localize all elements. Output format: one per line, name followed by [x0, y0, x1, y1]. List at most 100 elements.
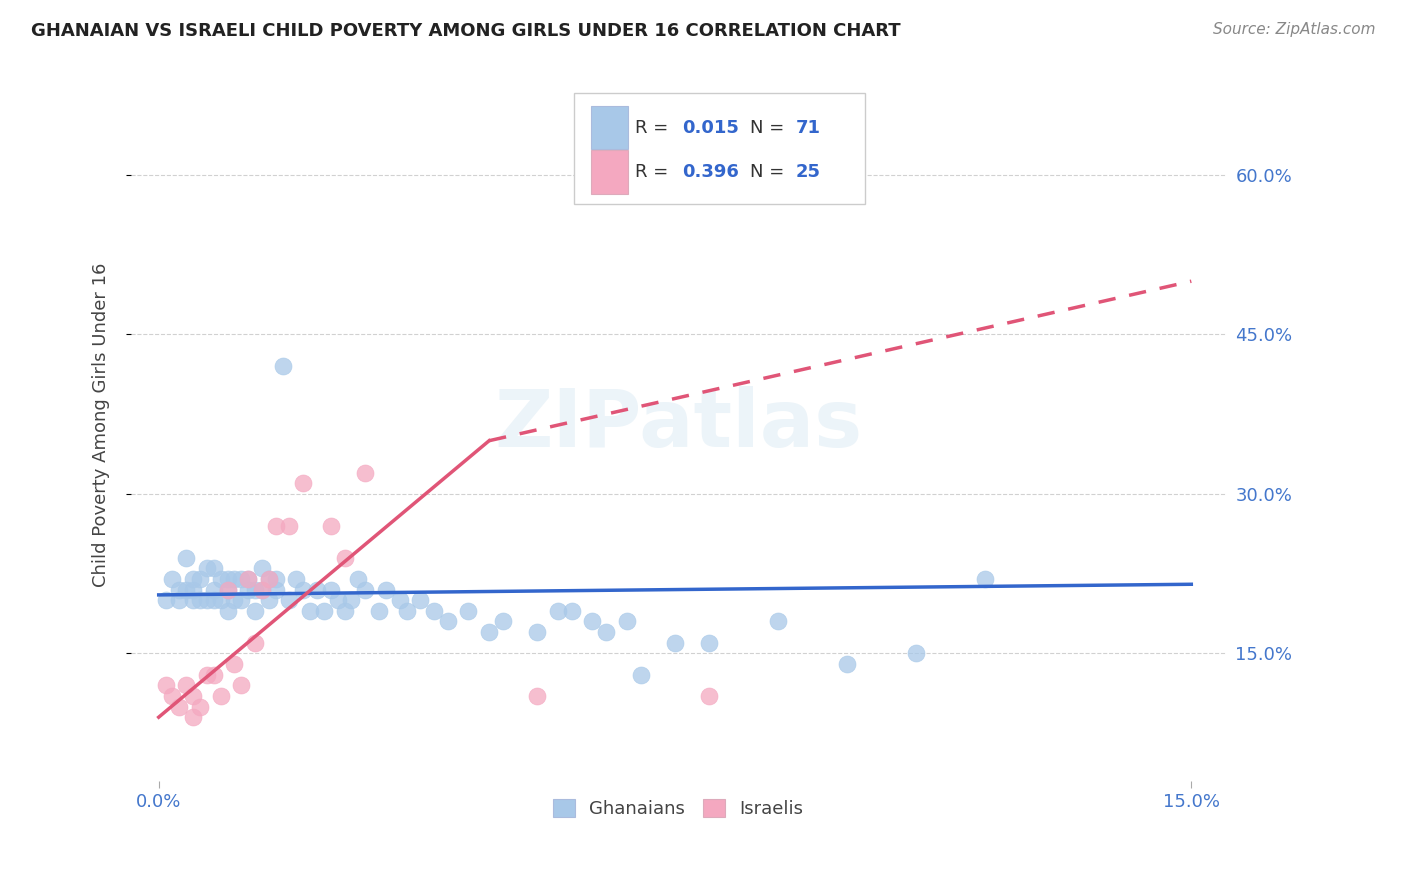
Point	[231, 572, 253, 586]
Point	[162, 689, 184, 703]
Point	[243, 582, 266, 597]
Point	[209, 593, 232, 607]
Point	[257, 572, 280, 586]
Point	[169, 582, 191, 597]
FancyBboxPatch shape	[591, 150, 628, 194]
Legend: Ghanaians, Israelis: Ghanaians, Israelis	[546, 791, 811, 825]
Point	[169, 593, 191, 607]
Point	[292, 476, 315, 491]
Point	[278, 518, 301, 533]
Point	[973, 572, 995, 586]
Point	[312, 604, 335, 618]
Point	[333, 550, 356, 565]
Text: 71: 71	[796, 119, 821, 136]
Point	[526, 689, 548, 703]
Point	[547, 604, 569, 618]
Point	[250, 582, 273, 597]
Point	[181, 593, 204, 607]
Point	[581, 615, 603, 629]
Point	[478, 625, 501, 640]
Point	[250, 582, 273, 597]
Point	[257, 572, 280, 586]
Point	[224, 572, 246, 586]
Point	[526, 625, 548, 640]
Point	[457, 604, 479, 618]
Point	[162, 572, 184, 586]
Point	[217, 604, 239, 618]
Point	[437, 615, 460, 629]
Point	[264, 518, 287, 533]
Point	[202, 593, 225, 607]
Point	[768, 615, 790, 629]
Point	[264, 572, 287, 586]
Point	[202, 582, 225, 597]
Point	[181, 689, 204, 703]
Point	[238, 582, 260, 597]
Point	[243, 636, 266, 650]
Text: R =: R =	[634, 163, 673, 181]
Text: 25: 25	[796, 163, 821, 181]
Point	[231, 593, 253, 607]
Y-axis label: Child Poverty Among Girls Under 16: Child Poverty Among Girls Under 16	[93, 262, 110, 587]
Point	[374, 582, 396, 597]
Text: GHANAIAN VS ISRAELI CHILD POVERTY AMONG GIRLS UNDER 16 CORRELATION CHART: GHANAIAN VS ISRAELI CHILD POVERTY AMONG …	[31, 22, 901, 40]
Point	[354, 582, 377, 597]
Point	[278, 593, 301, 607]
Point	[354, 466, 377, 480]
Point	[492, 615, 515, 629]
Point	[257, 593, 280, 607]
Point	[181, 710, 204, 724]
Point	[699, 689, 721, 703]
Point	[561, 604, 583, 618]
Point	[195, 593, 218, 607]
Point	[326, 593, 349, 607]
Point	[195, 561, 218, 575]
Point	[174, 550, 197, 565]
Point	[155, 678, 177, 692]
Point	[285, 572, 308, 586]
Point	[616, 615, 638, 629]
Point	[368, 604, 391, 618]
Point	[292, 582, 315, 597]
Point	[299, 604, 322, 618]
Point	[224, 593, 246, 607]
Point	[224, 657, 246, 671]
Text: N =: N =	[749, 163, 790, 181]
Point	[409, 593, 432, 607]
Point	[174, 678, 197, 692]
Point	[217, 572, 239, 586]
Point	[209, 689, 232, 703]
Point	[630, 667, 652, 681]
Point	[264, 582, 287, 597]
Text: Source: ZipAtlas.com: Source: ZipAtlas.com	[1212, 22, 1375, 37]
Point	[699, 636, 721, 650]
FancyBboxPatch shape	[591, 106, 628, 149]
Text: N =: N =	[749, 119, 790, 136]
Point	[423, 604, 446, 618]
Text: 0.396: 0.396	[682, 163, 738, 181]
Point	[319, 518, 342, 533]
Text: 0.015: 0.015	[682, 119, 738, 136]
Point	[188, 699, 211, 714]
Text: ZIPatlas: ZIPatlas	[495, 385, 862, 464]
Point	[217, 582, 239, 597]
Point	[319, 582, 342, 597]
Point	[271, 359, 294, 374]
FancyBboxPatch shape	[575, 94, 865, 204]
Point	[238, 572, 260, 586]
Point	[243, 604, 266, 618]
Point	[209, 572, 232, 586]
Point	[174, 582, 197, 597]
Text: R =: R =	[634, 119, 673, 136]
Point	[188, 593, 211, 607]
Point	[202, 561, 225, 575]
Point	[333, 604, 356, 618]
Point	[202, 667, 225, 681]
Point	[340, 593, 363, 607]
Point	[305, 582, 328, 597]
Point	[835, 657, 858, 671]
Point	[238, 572, 260, 586]
Point	[904, 646, 927, 660]
Point	[347, 572, 370, 586]
Point	[155, 593, 177, 607]
